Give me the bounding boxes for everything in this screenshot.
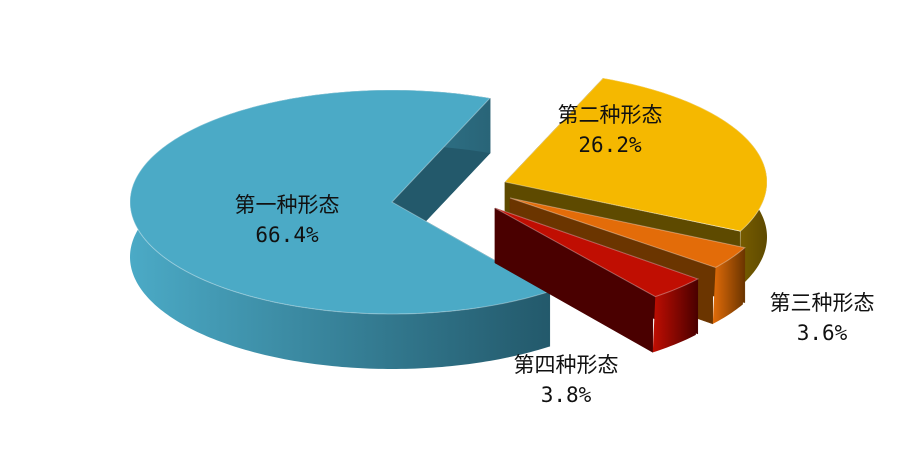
label-slice-3: 第三种形态 3.6%	[770, 288, 875, 348]
slice-1-name: 第一种形态	[234, 193, 340, 217]
slice-top-face	[129, 89, 552, 315]
slice-2-value: 26.2%	[578, 133, 642, 157]
slice-1-value: 66.4%	[255, 223, 319, 247]
pie-slice-3	[494, 207, 700, 353]
label-slice-2: 第二种形态 26.2%	[558, 100, 663, 160]
slice-3-name: 第三种形态	[769, 291, 875, 315]
label-slice-4: 第四种形态 3.8%	[514, 350, 619, 410]
pie-slice-4	[129, 89, 552, 369]
slice-outer-wall	[652, 278, 698, 353]
slice-4-value: 3.8%	[540, 383, 592, 407]
slice-3-value: 3.6%	[796, 321, 848, 345]
slice-2-name: 第二种形态	[557, 103, 663, 127]
slice-top-face	[504, 77, 768, 232]
slice-4-name: 第四种形态	[513, 353, 619, 377]
slice-top-face	[509, 197, 746, 268]
label-slice-1: 第一种形态 66.4%	[235, 190, 340, 250]
slice-outer-wall	[712, 247, 745, 324]
slice-top-face	[494, 207, 700, 298]
